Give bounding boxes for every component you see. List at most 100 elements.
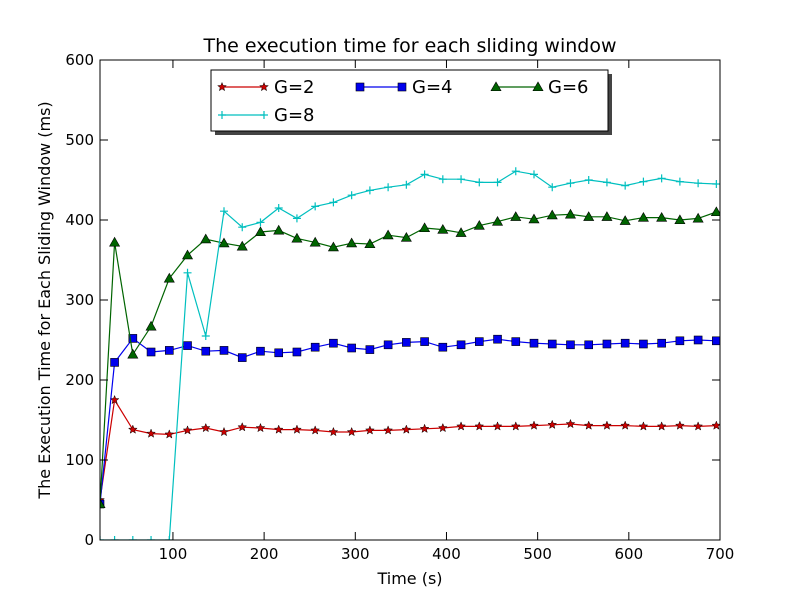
data-point	[474, 337, 484, 346]
legend-label: G=8	[274, 105, 314, 126]
data-point	[528, 213, 540, 224]
data-point	[311, 202, 320, 211]
data-point	[564, 208, 576, 219]
data-point	[219, 346, 229, 355]
x-tick-label: 700	[706, 545, 735, 563]
data-point	[639, 339, 648, 349]
data-point	[292, 214, 301, 223]
data-point	[675, 177, 684, 186]
data-point	[473, 219, 485, 230]
data-point	[310, 342, 320, 352]
data-point	[164, 346, 174, 355]
legend-item: G=6	[490, 77, 588, 98]
y-tick-label: 100	[65, 451, 94, 469]
data-point	[530, 170, 538, 179]
data-point	[128, 334, 138, 343]
data-point	[693, 421, 704, 431]
legend-item: G=2	[217, 77, 314, 98]
y-axis-label: The Execution Time for Each Sliding Wind…	[35, 101, 54, 499]
data-point	[529, 420, 539, 430]
data-point	[694, 179, 703, 188]
data-point	[163, 272, 175, 283]
data-point	[183, 268, 192, 277]
data-point	[237, 353, 247, 362]
data-point	[256, 218, 265, 227]
y-tick-label: 200	[65, 371, 94, 389]
data-point	[182, 425, 193, 435]
series-G=8	[100, 167, 720, 540]
x-tick-label: 200	[250, 545, 279, 563]
data-point	[511, 167, 520, 176]
data-point	[382, 229, 394, 240]
y-tick-label: 600	[65, 51, 94, 69]
series-line	[100, 337, 717, 505]
data-point	[601, 211, 613, 221]
data-point	[656, 421, 667, 431]
data-point	[620, 338, 630, 348]
data-point	[455, 227, 467, 237]
data-point	[692, 212, 704, 223]
data-point	[657, 338, 666, 348]
data-point	[182, 249, 194, 260]
legend-label: G=4	[412, 77, 452, 98]
data-point	[383, 340, 393, 350]
data-point	[238, 223, 247, 232]
data-point	[566, 179, 575, 188]
legend: G=2 G=4 G=6 G=8	[210, 69, 612, 135]
legend-marker	[355, 82, 365, 92]
data-point	[457, 175, 466, 184]
series-line	[100, 398, 717, 501]
data-point	[712, 180, 720, 188]
data-point	[274, 204, 283, 212]
legend-marker	[397, 82, 407, 92]
data-point	[127, 424, 138, 434]
data-point	[400, 231, 412, 242]
data-point	[693, 335, 703, 345]
data-point	[274, 348, 284, 358]
data-point	[546, 209, 558, 220]
data-point	[147, 536, 156, 540]
data-point	[583, 420, 594, 430]
data-point	[548, 183, 557, 192]
data-point	[127, 348, 139, 359]
x-tick-label: 100	[159, 545, 188, 563]
data-point	[637, 211, 649, 222]
data-point	[328, 426, 339, 437]
data-point	[310, 425, 321, 435]
x-axis-label: Time (s)	[376, 569, 442, 588]
data-point	[128, 536, 137, 540]
legend-box	[210, 69, 609, 132]
legend-marker	[218, 111, 226, 119]
data-point	[511, 337, 521, 346]
data-point	[384, 183, 393, 192]
series-G=2	[100, 394, 720, 505]
data-point	[712, 336, 720, 346]
data-point	[100, 498, 106, 509]
data-point	[402, 180, 411, 189]
legend-marker	[259, 81, 269, 92]
data-point	[437, 422, 448, 433]
data-point	[183, 341, 192, 350]
data-point	[219, 426, 229, 437]
data-point	[237, 421, 248, 432]
data-point	[165, 536, 174, 540]
data-point	[200, 233, 212, 244]
data-point	[566, 340, 575, 350]
legend-label: G=2	[274, 77, 314, 98]
x-tick-label: 500	[523, 545, 552, 563]
data-point	[347, 191, 356, 200]
y-tick-label: 500	[65, 131, 94, 149]
data-point	[383, 425, 394, 435]
data-point	[584, 340, 594, 350]
data-point	[529, 338, 539, 348]
legend-marker	[260, 111, 268, 119]
axes: 100 200 300 400 500 600 700 0 100 200 300 400 500 600	[65, 51, 734, 563]
data-point	[492, 421, 503, 431]
data-point	[364, 425, 375, 435]
data-point	[602, 178, 611, 187]
data-point	[364, 238, 376, 249]
data-point	[146, 347, 156, 357]
data-point	[292, 347, 302, 357]
data-point	[255, 422, 266, 433]
data-point	[402, 338, 411, 347]
